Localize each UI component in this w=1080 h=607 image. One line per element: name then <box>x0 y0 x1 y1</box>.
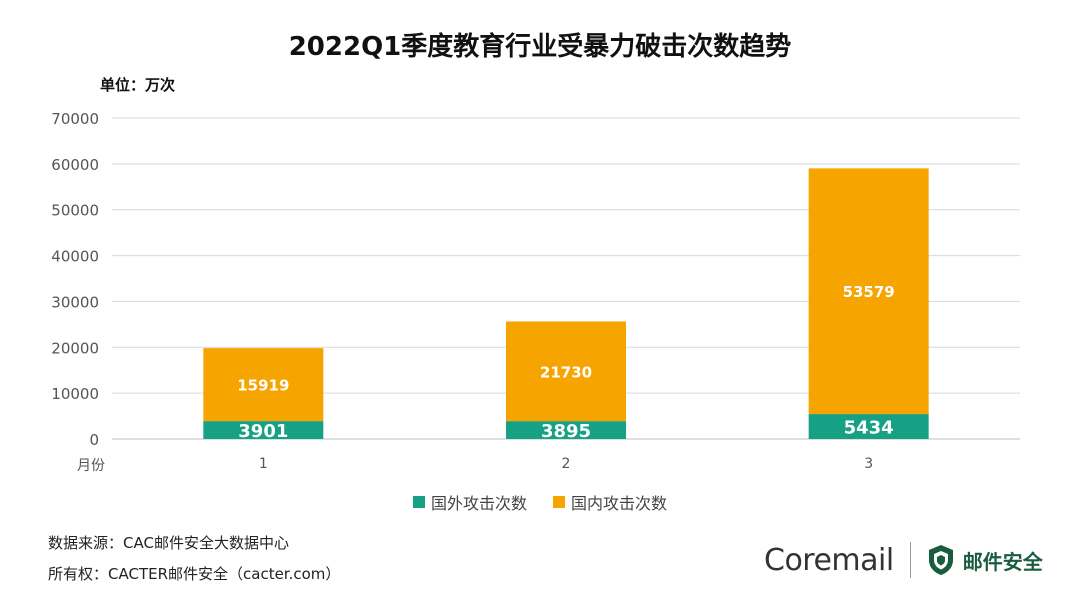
coremail-logo: Coremail <box>764 542 894 578</box>
legend-item-foreign: 国外攻击次数 <box>412 490 527 514</box>
bars: 3901 15919 3895 21730 5434 53579 <box>203 168 929 442</box>
bar-segment-foreign <box>203 421 324 439</box>
bar-segment-foreign <box>808 414 929 439</box>
legend: 国外攻击次数 国内攻击次数 <box>0 490 1080 514</box>
y-tick-label: 50000 <box>51 202 99 220</box>
y-tick-label: 10000 <box>51 385 99 403</box>
bar-value-label: 5434 <box>844 418 894 439</box>
bar-value-label: 3901 <box>238 421 288 442</box>
brand-divider <box>909 542 911 578</box>
brand-cn-label: 邮件安全 <box>962 549 1043 574</box>
bar-value-label: 3895 <box>541 421 591 442</box>
x-axis-ticks: 1 2 3 <box>259 456 873 472</box>
bar-segment-domestic <box>203 348 324 422</box>
chart-title: 2022Q1季度教育行业受暴力破击次数趋势 <box>288 32 792 62</box>
legend-swatch-foreign <box>412 496 425 508</box>
legend-label-domestic: 国内攻击次数 <box>571 494 668 513</box>
brand-logo: Coremail 邮件安全 <box>764 540 1043 580</box>
x-tick-label: 3 <box>864 456 873 472</box>
bar-segment-domestic <box>808 168 929 415</box>
footer: 数据来源：CAC邮件安全大数据中心 所有权：CACTER邮件安全（cacter.… <box>48 528 340 590</box>
legend-swatch-domestic <box>553 496 565 508</box>
data-source-note: 数据来源：CAC邮件安全大数据中心 <box>48 534 289 552</box>
y-tick-label: 30000 <box>51 293 99 311</box>
bar-value-label: 53579 <box>843 283 895 301</box>
legend-item-domestic: 国内攻击次数 <box>553 490 667 514</box>
unit-label: 单位：万次 <box>100 76 176 94</box>
y-tick-label: 70000 <box>51 110 99 128</box>
x-axis-label: 月份 <box>77 458 105 474</box>
y-tick-label: 60000 <box>51 156 99 174</box>
bar-segment-foreign <box>506 421 626 439</box>
x-tick-label: 2 <box>562 456 571 472</box>
copyright-note: 所有权：CACTER邮件安全（cacter.com） <box>48 565 341 583</box>
y-tick-label: 40000 <box>51 248 99 266</box>
y-tick-label: 20000 <box>51 339 99 357</box>
bar-value-label: 15919 <box>237 377 289 395</box>
bar-value-label: 21730 <box>540 363 592 381</box>
bar-segment-domestic <box>506 321 626 422</box>
legend-label-foreign: 国外攻击次数 <box>430 494 527 513</box>
y-tick-label: 0 <box>89 431 99 449</box>
x-tick-label: 1 <box>259 456 268 472</box>
y-axis-ticks: 0 10000 20000 30000 40000 50000 60000 70000 <box>51 110 99 449</box>
shield-icon <box>928 545 953 575</box>
